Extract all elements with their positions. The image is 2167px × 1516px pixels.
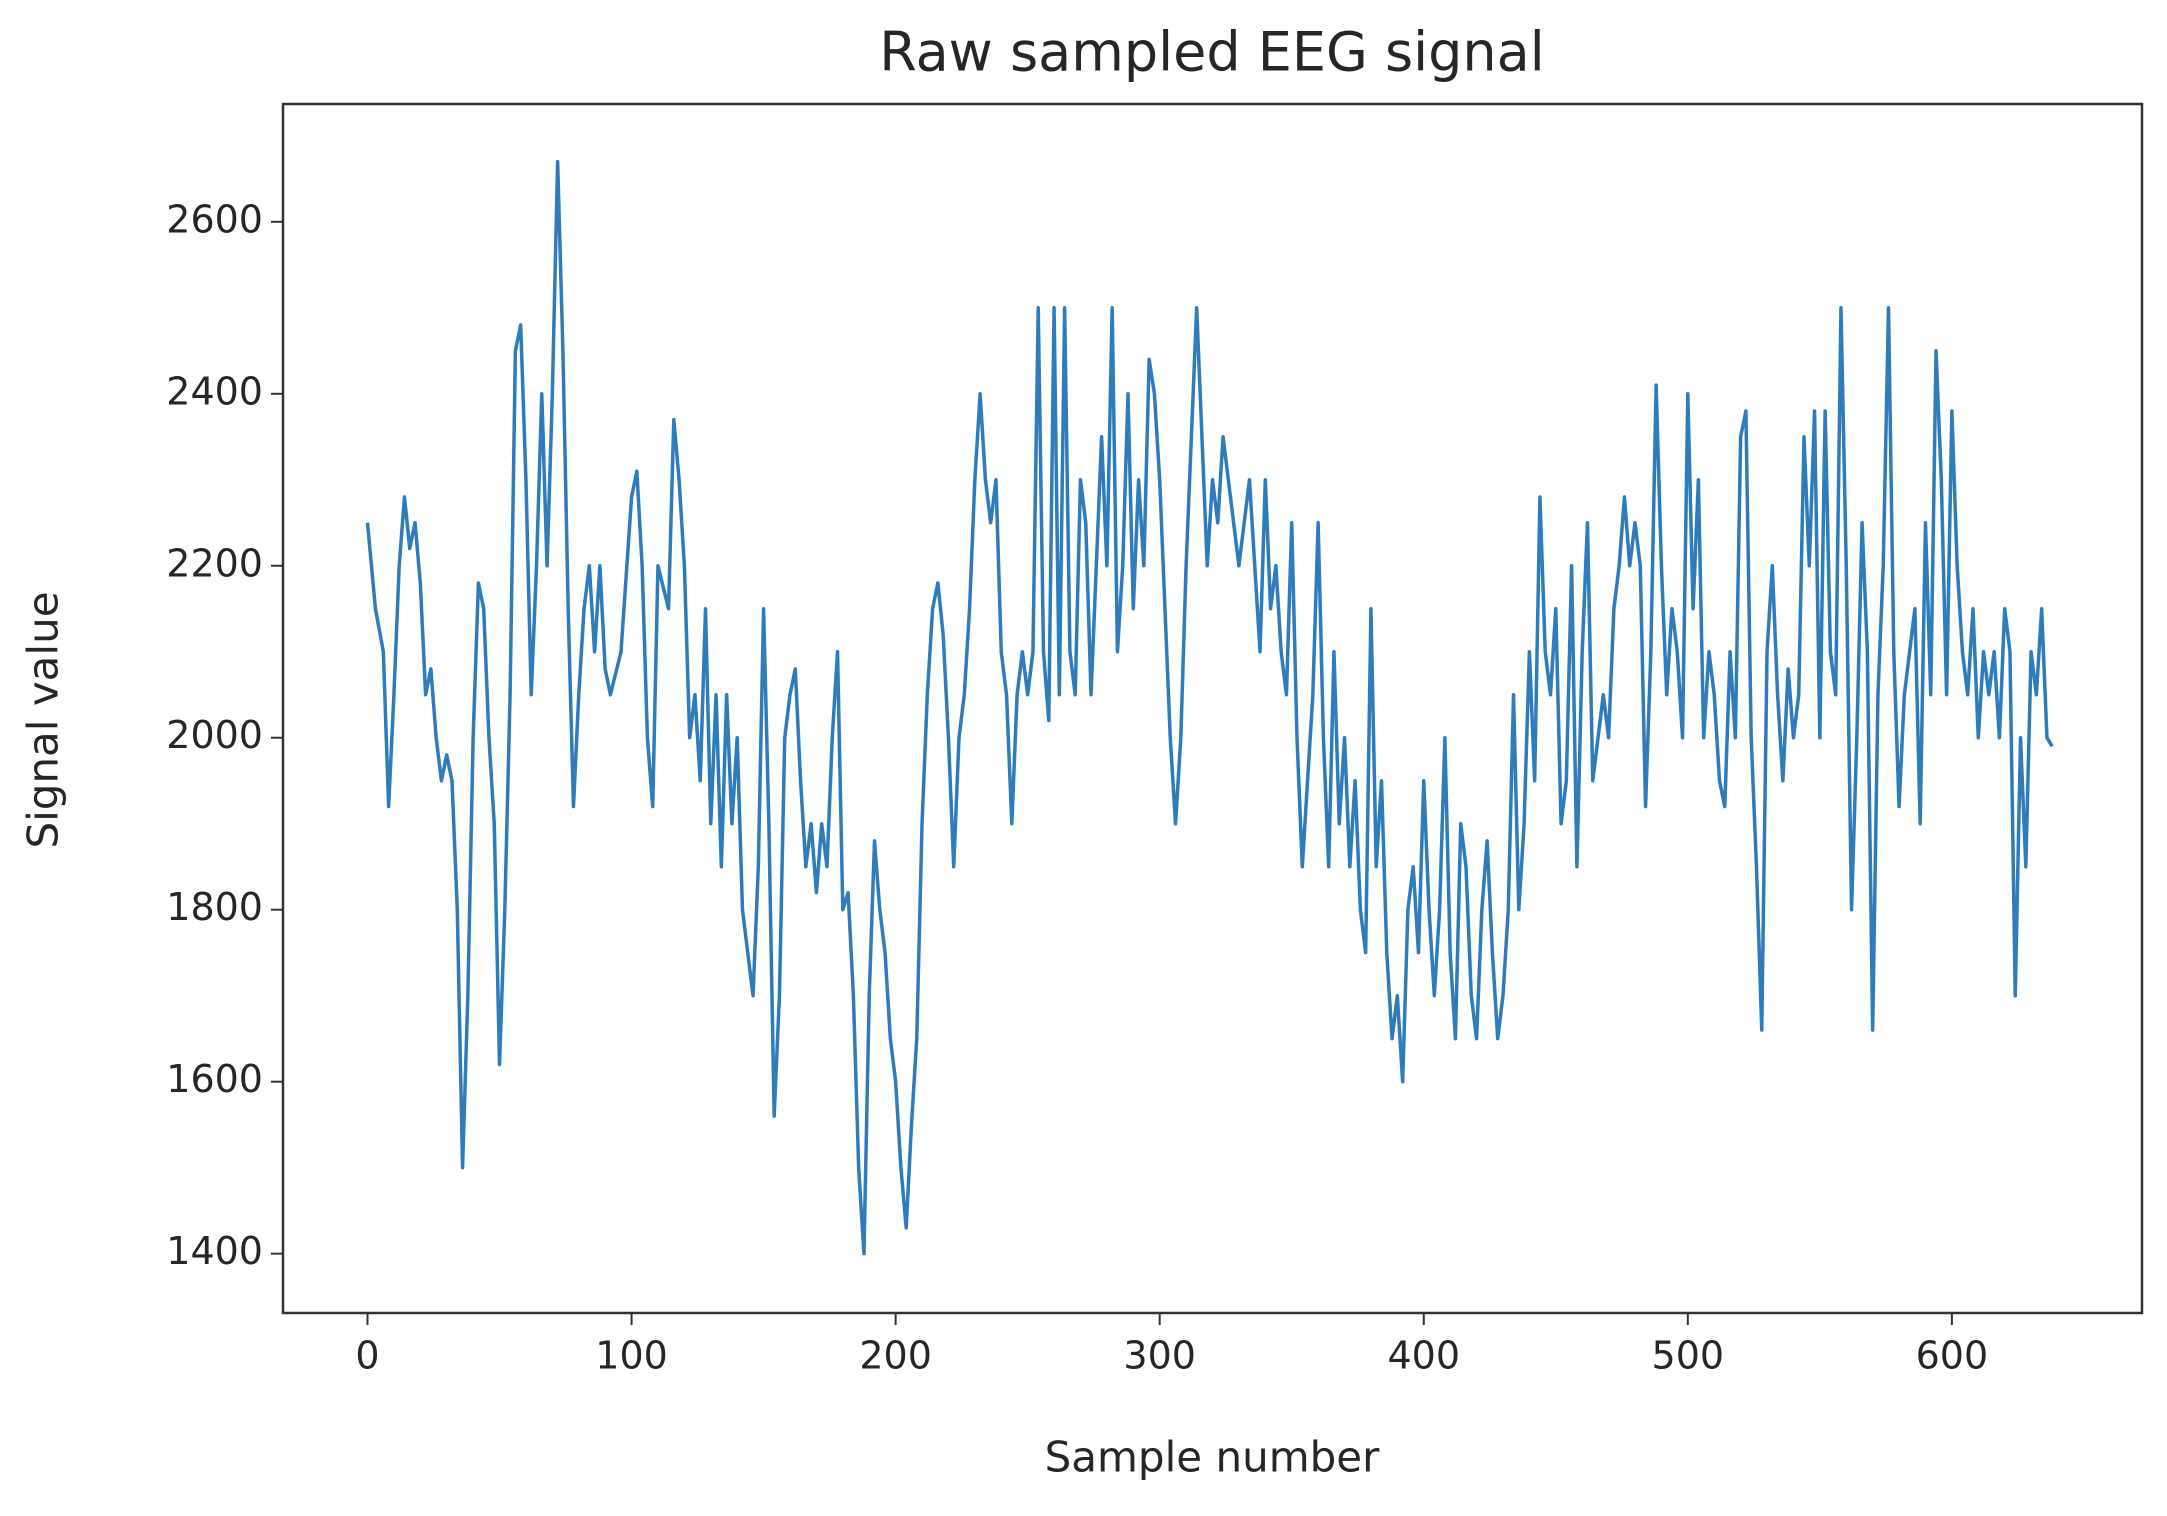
x-tick-label: 400	[1387, 1334, 1460, 1378]
y-tick-label: 1400	[166, 1229, 263, 1273]
chart-title: Raw sampled EEG signal	[879, 21, 1545, 84]
plot-frame	[281, 102, 2144, 1315]
y-tick-label: 2000	[166, 713, 263, 757]
x-tick-label: 600	[1916, 1334, 1989, 1378]
y-tick-label: 1600	[166, 1057, 263, 1101]
y-tick-label: 2600	[166, 197, 263, 241]
x-tick-label: 500	[1652, 1334, 1725, 1378]
signal-line	[365, 159, 2054, 1256]
y-axis-label: Signal value	[19, 591, 68, 848]
x-tick-label: 200	[859, 1334, 932, 1378]
x-tick-label: 0	[355, 1334, 379, 1378]
y-tick-label: 2200	[166, 541, 263, 585]
x-tick-label: 300	[1123, 1334, 1196, 1378]
x-axis-label: Sample number	[1045, 1433, 1380, 1482]
x-tick-label: 100	[595, 1334, 668, 1378]
y-tick-label: 2400	[166, 369, 263, 413]
y-tick-label: 1800	[166, 885, 263, 929]
